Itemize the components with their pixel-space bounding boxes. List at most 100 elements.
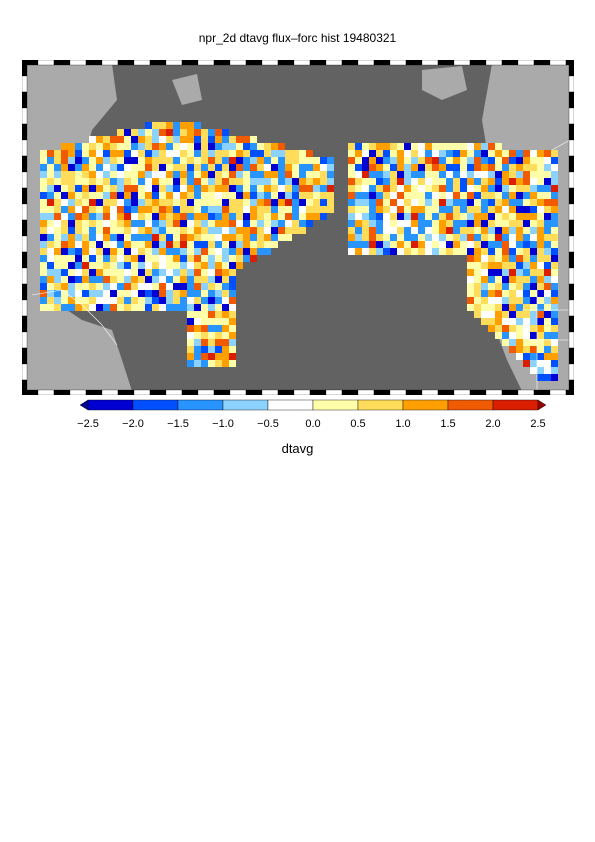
heat-cell (103, 255, 110, 262)
heat-cell (551, 262, 558, 269)
heat-cell (229, 269, 236, 276)
heat-cell (173, 220, 180, 227)
heat-cell (257, 157, 264, 164)
heat-cell (201, 192, 208, 199)
heat-cell (250, 255, 257, 262)
heat-cell (355, 178, 362, 185)
heat-cell (551, 269, 558, 276)
heat-cell (243, 178, 250, 185)
heat-cell (502, 178, 509, 185)
heat-cell (299, 227, 306, 234)
heat-cell (117, 283, 124, 290)
heat-cell (537, 290, 544, 297)
heat-cell (376, 227, 383, 234)
heat-cell (530, 192, 537, 199)
frame-tick (568, 219, 574, 237)
heat-cell (110, 234, 117, 241)
heat-cell (82, 248, 89, 255)
heat-cell (271, 178, 278, 185)
heat-cell (61, 185, 68, 192)
heat-cell (243, 192, 250, 199)
heat-cell (544, 192, 551, 199)
heat-cell (530, 283, 537, 290)
heat-cell (152, 262, 159, 269)
heat-cell (96, 248, 103, 255)
heat-cell (131, 206, 138, 213)
heat-cell (138, 143, 145, 150)
heat-cell (544, 360, 551, 367)
heat-cell (89, 227, 96, 234)
heat-cell (166, 213, 173, 220)
heat-cell (488, 143, 495, 150)
heat-cell (110, 178, 117, 185)
heat-cell (488, 199, 495, 206)
heat-cell (537, 297, 544, 304)
heat-cell (264, 199, 271, 206)
heat-cell (117, 241, 124, 248)
heat-cell (145, 255, 152, 262)
heat-cell (61, 220, 68, 227)
heat-cell (40, 269, 47, 276)
heat-cell (208, 213, 215, 220)
frame-tick (568, 379, 574, 395)
heat-cell (145, 143, 152, 150)
heat-cell (453, 206, 460, 213)
heat-cell (103, 290, 110, 297)
heat-cell (250, 157, 257, 164)
heat-cell (215, 171, 222, 178)
heat-cell (355, 206, 362, 213)
heat-cell (215, 185, 222, 192)
heat-cell (152, 227, 159, 234)
heat-cell (145, 290, 152, 297)
heat-cell (495, 262, 502, 269)
heat-cell (75, 164, 82, 171)
heat-cell (222, 339, 229, 346)
heat-cell (82, 227, 89, 234)
heat-cell (208, 269, 215, 276)
heat-cell (180, 269, 187, 276)
heat-cell (453, 164, 460, 171)
heat-cell (208, 290, 215, 297)
heat-cell (271, 157, 278, 164)
heat-cell (495, 269, 502, 276)
heat-cell (131, 276, 138, 283)
heat-cell (222, 318, 229, 325)
heat-cell (432, 150, 439, 157)
heat-cell (250, 248, 257, 255)
heat-cell (439, 227, 446, 234)
heat-cell (187, 290, 194, 297)
colorbar-cells (79, 399, 547, 411)
heat-cell (54, 213, 61, 220)
heat-cell (257, 164, 264, 171)
heat-cell (544, 269, 551, 276)
heat-cell (47, 227, 54, 234)
heat-cell (159, 304, 166, 311)
heat-cell (348, 164, 355, 171)
heat-cell (96, 143, 103, 150)
frame-tick (22, 171, 28, 189)
heat-cell (474, 269, 481, 276)
heat-cell (89, 297, 96, 304)
heat-cell (523, 311, 530, 318)
heat-cell (152, 129, 159, 136)
heat-cell (544, 213, 551, 220)
frame-tick (213, 60, 231, 66)
heat-cell (82, 241, 89, 248)
heat-cell (215, 332, 222, 339)
heat-cell (551, 367, 558, 374)
heat-cell (159, 171, 166, 178)
heat-cell (222, 311, 229, 318)
heat-cell (362, 199, 369, 206)
frame-tick (485, 389, 503, 395)
heat-cell (152, 220, 159, 227)
heat-cell (110, 150, 117, 157)
heat-cell (243, 185, 250, 192)
heat-cell (376, 199, 383, 206)
frame-tick (22, 91, 28, 109)
heat-cell (103, 248, 110, 255)
heat-cell (481, 297, 488, 304)
heat-cell (537, 255, 544, 262)
heat-cell (481, 206, 488, 213)
heat-cell (103, 199, 110, 206)
heat-cell (138, 241, 145, 248)
